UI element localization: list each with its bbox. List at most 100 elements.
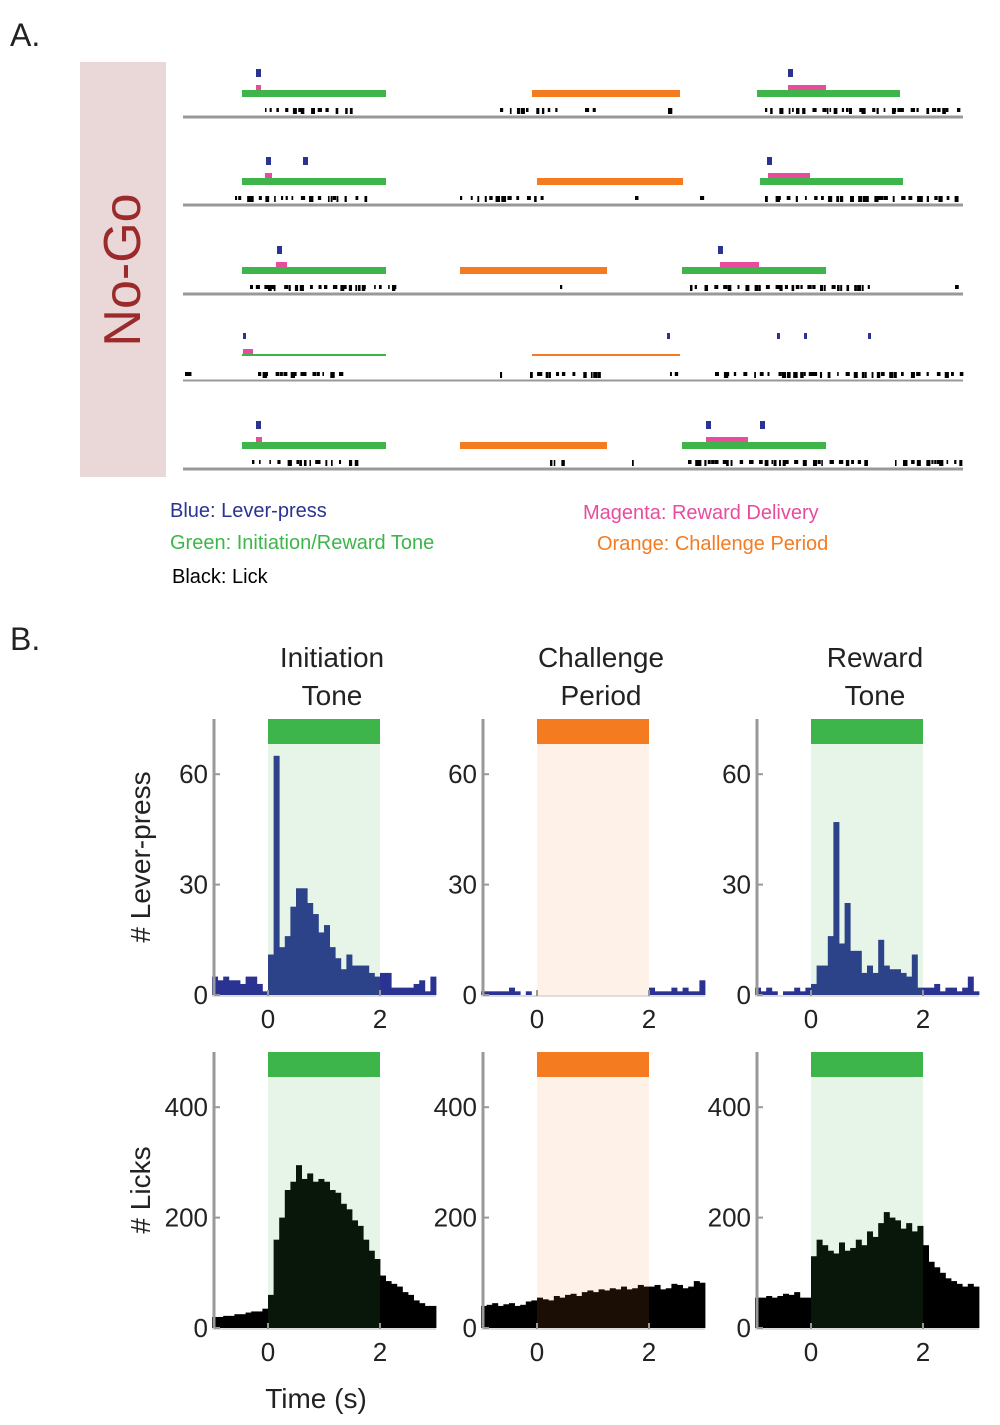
press-tick [777, 333, 780, 339]
bar [833, 822, 840, 995]
lick-tick [525, 108, 529, 112]
lick-tick [265, 108, 267, 112]
reward-bar [720, 262, 759, 267]
bar [637, 1284, 644, 1328]
raster-baseline [183, 115, 963, 119]
bar [811, 1256, 817, 1328]
bar [363, 965, 370, 995]
y-axis-label: # Lever-press [125, 771, 156, 942]
lick-tick [853, 372, 858, 378]
lick-tick [938, 196, 943, 202]
lick-tick [269, 460, 271, 464]
bar [766, 987, 773, 995]
lick-tick [779, 108, 784, 114]
lick-tick [765, 196, 768, 202]
lick-tick [537, 372, 541, 376]
bar [492, 1303, 499, 1328]
lick-tick [758, 285, 761, 291]
bar [352, 1220, 358, 1328]
bar [816, 965, 823, 995]
bar [867, 1231, 873, 1328]
lick-tick [804, 196, 807, 200]
bar [424, 1305, 431, 1328]
lick-tick [861, 108, 866, 114]
lick-tick [908, 196, 913, 200]
bar [822, 965, 829, 995]
x-tick-label: 2 [373, 1337, 387, 1367]
bar [357, 965, 364, 995]
lick-tick [336, 196, 339, 202]
bar [228, 1315, 235, 1328]
bar [967, 976, 974, 995]
lick-tick [814, 196, 818, 200]
lick-tick [539, 372, 543, 376]
bar [895, 969, 901, 995]
lick-tick [311, 108, 315, 114]
press-tick [277, 246, 282, 254]
y-tick-label: 400 [165, 1092, 208, 1122]
lick-tick [309, 460, 311, 466]
lick-tick [788, 108, 791, 114]
lick-tick [273, 285, 276, 291]
lick-tick [817, 460, 821, 464]
lick-tick [188, 372, 192, 376]
bar [760, 991, 767, 995]
bar [604, 1290, 611, 1328]
bar [850, 1247, 857, 1328]
bar [766, 1295, 773, 1328]
bar [872, 1236, 879, 1328]
lick-tick [250, 196, 254, 202]
bar [290, 906, 297, 995]
lick-tick [700, 196, 705, 200]
lick-tick [812, 285, 816, 289]
panel-label: B. [10, 621, 40, 657]
event-shade [537, 1077, 649, 1328]
lick-tick [916, 460, 921, 466]
bar [660, 1289, 667, 1328]
lick-tick [829, 108, 832, 112]
lick-tick [917, 196, 921, 202]
lick-tick [332, 196, 337, 200]
lick-tick [374, 285, 376, 289]
lick-tick [815, 460, 817, 466]
y-tick-label: 30 [179, 870, 208, 900]
lick-tick [597, 372, 601, 378]
lick-tick [787, 372, 791, 378]
lick-tick [944, 372, 949, 378]
bar [677, 1284, 683, 1328]
bar [509, 987, 515, 995]
lick-tick [807, 285, 812, 289]
lick-tick [778, 372, 782, 376]
bar [525, 991, 532, 995]
lick-tick [726, 460, 729, 466]
chart-title: Tone [845, 680, 906, 711]
bar [301, 888, 308, 995]
lick-tick [932, 108, 937, 112]
bar [654, 1284, 661, 1328]
reward-bar [243, 349, 253, 354]
lick-tick [288, 285, 291, 291]
lick-tick [876, 108, 879, 114]
bar [850, 950, 857, 995]
bar [531, 1300, 538, 1328]
bar [307, 1173, 314, 1328]
bar [855, 950, 862, 995]
lick-tick [300, 196, 306, 200]
reward-bar [706, 437, 748, 442]
bar [788, 991, 795, 995]
lick-tick [814, 372, 818, 376]
lick-tick [775, 285, 780, 289]
press-tick [718, 246, 723, 254]
bar [788, 1294, 795, 1328]
bar [889, 969, 896, 995]
lick-tick [864, 372, 867, 378]
bar [329, 1190, 336, 1328]
lick-tick [358, 285, 361, 291]
lick-tick [901, 372, 904, 376]
lick-tick [881, 372, 885, 376]
lick-tick [339, 460, 342, 464]
challenge-bar [537, 178, 683, 185]
bar [867, 965, 873, 995]
lick-tick [364, 285, 366, 289]
lick-tick [845, 372, 850, 376]
